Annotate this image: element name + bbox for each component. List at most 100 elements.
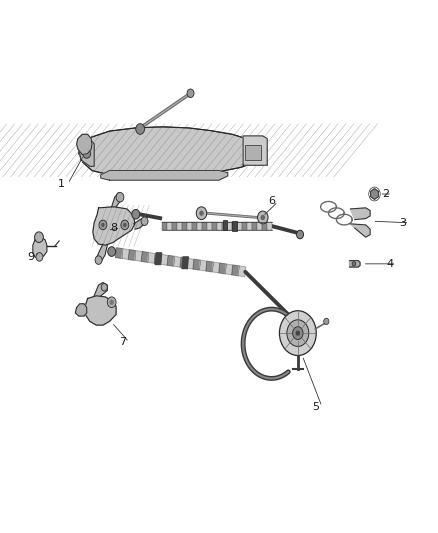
Bar: [242, 222, 247, 230]
Text: 9: 9: [27, 252, 34, 262]
Bar: [247, 222, 252, 230]
Circle shape: [110, 300, 114, 305]
Polygon shape: [94, 282, 107, 296]
Circle shape: [101, 284, 107, 291]
Text: 2: 2: [382, 189, 389, 199]
Polygon shape: [200, 260, 207, 271]
Bar: [212, 222, 217, 230]
Polygon shape: [79, 127, 267, 177]
Circle shape: [123, 223, 127, 227]
Polygon shape: [112, 193, 122, 207]
Polygon shape: [350, 261, 360, 267]
Polygon shape: [79, 139, 94, 166]
Polygon shape: [193, 260, 201, 270]
Bar: [261, 222, 267, 230]
Bar: [237, 222, 242, 230]
Polygon shape: [226, 264, 233, 274]
Polygon shape: [154, 254, 162, 264]
Polygon shape: [33, 237, 47, 259]
Polygon shape: [238, 266, 246, 277]
Polygon shape: [116, 248, 123, 259]
Circle shape: [199, 211, 204, 216]
Circle shape: [141, 217, 148, 225]
Text: 5: 5: [312, 402, 319, 411]
Circle shape: [132, 209, 140, 219]
Polygon shape: [93, 207, 135, 245]
Bar: [192, 222, 197, 230]
Bar: [257, 222, 261, 230]
Polygon shape: [167, 255, 175, 266]
Bar: [167, 222, 172, 230]
Circle shape: [279, 311, 316, 356]
Circle shape: [136, 124, 145, 134]
Circle shape: [287, 320, 309, 346]
Circle shape: [187, 89, 194, 98]
Circle shape: [83, 149, 91, 158]
Circle shape: [101, 223, 105, 227]
Polygon shape: [182, 257, 188, 269]
Circle shape: [35, 232, 43, 243]
Polygon shape: [187, 259, 194, 269]
Polygon shape: [141, 252, 149, 262]
Bar: [187, 222, 192, 230]
Circle shape: [296, 330, 300, 336]
Circle shape: [352, 262, 356, 266]
Polygon shape: [135, 251, 142, 261]
Circle shape: [297, 230, 304, 239]
Bar: [207, 222, 212, 230]
Text: 3: 3: [399, 218, 406, 228]
Polygon shape: [180, 257, 187, 268]
Polygon shape: [212, 262, 220, 273]
Circle shape: [116, 192, 124, 202]
Polygon shape: [128, 250, 136, 260]
Polygon shape: [155, 253, 162, 264]
Polygon shape: [219, 263, 226, 274]
Bar: [202, 222, 207, 230]
Bar: [217, 222, 222, 230]
FancyBboxPatch shape: [245, 145, 261, 160]
Polygon shape: [350, 208, 370, 220]
Circle shape: [196, 207, 207, 220]
Circle shape: [95, 256, 102, 264]
Text: 6: 6: [268, 197, 275, 206]
Bar: [172, 222, 177, 230]
Bar: [267, 222, 272, 230]
Bar: [252, 222, 257, 230]
Circle shape: [261, 215, 265, 220]
Bar: [197, 222, 202, 230]
Circle shape: [107, 297, 116, 308]
Text: 4: 4: [386, 259, 393, 269]
Circle shape: [36, 253, 43, 261]
Text: 8: 8: [110, 223, 117, 233]
Text: 1: 1: [58, 179, 65, 189]
Polygon shape: [122, 249, 130, 260]
Polygon shape: [206, 261, 213, 272]
Bar: [177, 222, 182, 230]
Polygon shape: [85, 296, 116, 325]
Polygon shape: [232, 265, 239, 276]
Polygon shape: [174, 256, 181, 267]
Polygon shape: [243, 136, 267, 165]
Bar: [162, 222, 167, 230]
Polygon shape: [75, 304, 87, 316]
Bar: [227, 222, 232, 230]
Polygon shape: [77, 134, 92, 155]
Bar: [223, 220, 227, 230]
Polygon shape: [101, 171, 228, 180]
Polygon shape: [350, 224, 370, 237]
Circle shape: [108, 247, 116, 256]
Text: 7: 7: [119, 337, 126, 347]
FancyBboxPatch shape: [243, 139, 267, 165]
Bar: [182, 222, 187, 230]
Circle shape: [258, 211, 268, 224]
Circle shape: [324, 318, 329, 325]
Polygon shape: [134, 217, 146, 229]
Polygon shape: [371, 189, 378, 199]
Circle shape: [293, 327, 303, 340]
Polygon shape: [148, 253, 155, 263]
Bar: [232, 222, 237, 230]
Circle shape: [99, 220, 107, 230]
Circle shape: [121, 220, 129, 230]
Polygon shape: [96, 244, 107, 262]
FancyBboxPatch shape: [243, 139, 261, 157]
